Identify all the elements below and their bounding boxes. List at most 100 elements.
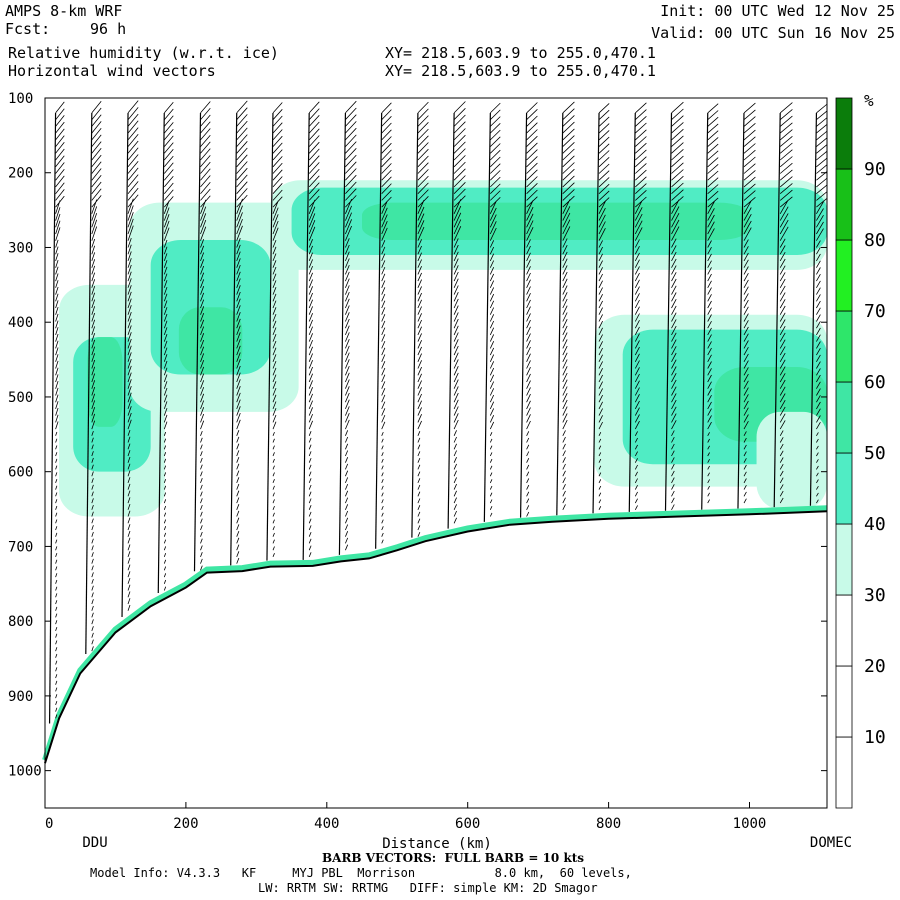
barb-feathers bbox=[562, 101, 575, 510]
rh-region-5 bbox=[178, 307, 243, 375]
barb-feathers bbox=[55, 101, 65, 719]
barb-feathers bbox=[779, 102, 793, 504]
barb-staff bbox=[411, 112, 419, 538]
barb-staff bbox=[773, 112, 781, 508]
barb-staff bbox=[737, 112, 745, 509]
x-tick-label: 1000 bbox=[733, 816, 767, 832]
colorbar-tick-label: 90 bbox=[864, 159, 886, 180]
barb-feathers bbox=[671, 101, 684, 510]
field-title-wind: Horizontal wind vectors bbox=[8, 62, 216, 80]
barb-staff bbox=[556, 112, 564, 516]
colorbar-swatch bbox=[835, 452, 853, 525]
barb-column-7 bbox=[302, 101, 320, 560]
barb-feathers bbox=[91, 100, 102, 652]
model-info: Model Info: V4.3.3 KF MYJ PBL Morrison 8… bbox=[90, 866, 632, 880]
barb-column-20 bbox=[773, 102, 793, 508]
barb-column-5 bbox=[230, 100, 248, 566]
y-tick-label: 700 bbox=[8, 539, 33, 555]
colorbar-swatch bbox=[835, 665, 853, 738]
barb-column-8 bbox=[338, 100, 357, 555]
barb-staff bbox=[85, 112, 93, 654]
colorbar-swatch bbox=[835, 381, 853, 454]
x-tick-label: 800 bbox=[596, 816, 621, 832]
left-endpoint-label: DDU bbox=[82, 835, 107, 851]
barb-staff bbox=[121, 112, 129, 618]
colorbar-swatch bbox=[835, 168, 853, 241]
barb-feathers bbox=[707, 103, 719, 504]
barb-column-9 bbox=[375, 102, 392, 549]
colorbar-tick-label: 70 bbox=[864, 301, 886, 322]
cross-section-coords-2: XY= 218.5,603.9 to 255.0,470.1 bbox=[385, 62, 656, 80]
y-tick-label: 200 bbox=[8, 166, 33, 182]
y-tick-label: 100 bbox=[8, 91, 33, 107]
barb-feathers bbox=[308, 101, 320, 558]
barb-staff bbox=[302, 112, 310, 560]
barb-feathers bbox=[236, 100, 248, 564]
valid-time: Valid: 00 UTC Sun 16 Nov 25 bbox=[651, 24, 895, 42]
colorbar-swatch bbox=[835, 594, 853, 667]
model-title: AMPS 8-km WRF bbox=[5, 2, 123, 20]
colorbar-swatch bbox=[835, 97, 853, 170]
barb-column-17 bbox=[664, 101, 684, 511]
terrain-line bbox=[44, 510, 828, 764]
barb-column-14 bbox=[556, 101, 575, 516]
barb-column-13 bbox=[519, 102, 538, 518]
plot-frame bbox=[44, 97, 828, 809]
colorbar-tick-label: 50 bbox=[864, 443, 886, 464]
y-tick-label: 400 bbox=[8, 315, 33, 331]
barb-staff bbox=[193, 112, 202, 572]
colorbar-swatch bbox=[835, 239, 853, 312]
barb-column-6 bbox=[266, 102, 283, 561]
colorbar-tick-label: 20 bbox=[864, 656, 886, 677]
barb-feathers bbox=[200, 101, 211, 571]
barb-staff bbox=[809, 112, 818, 506]
barb-feathers bbox=[453, 101, 466, 524]
colorbar-tick-label: 80 bbox=[864, 230, 886, 251]
barb-staff bbox=[375, 112, 383, 549]
x-tick-label: 400 bbox=[314, 816, 339, 832]
x-axis-label: Distance (km) bbox=[382, 836, 492, 852]
x-tick-label: 200 bbox=[173, 816, 198, 832]
barb-feathers bbox=[489, 102, 501, 517]
pressure-axis: 100 200 300 400 500 600 700 800 900 1000 bbox=[8, 91, 827, 780]
barb-column-2 bbox=[121, 100, 139, 618]
colorbar-tick-label: 10 bbox=[864, 727, 886, 748]
barb-feathers bbox=[634, 102, 647, 510]
barb-feathers bbox=[417, 101, 429, 537]
barb-column-0 bbox=[48, 101, 65, 724]
wind-barbs bbox=[48, 100, 828, 724]
surface-moist-layer bbox=[42, 505, 828, 762]
barb-column-10 bbox=[411, 101, 429, 538]
barb-column-15 bbox=[592, 103, 610, 514]
barb-column-3 bbox=[157, 101, 174, 594]
colorbar-tick-label: 30 bbox=[864, 585, 886, 606]
barb-staff bbox=[628, 112, 636, 512]
barb-staff bbox=[447, 112, 455, 529]
barb-staff bbox=[157, 112, 165, 594]
barb-feathers bbox=[381, 102, 392, 544]
barb-feathers bbox=[272, 102, 283, 558]
barb-staff bbox=[483, 112, 491, 522]
y-tick-label: 300 bbox=[8, 240, 33, 256]
colorbar: 10 20 30 40 50 60 70 80 90 bbox=[835, 97, 886, 809]
colorbar-swatch bbox=[835, 736, 853, 809]
cross-section-coords-1: XY= 218.5,603.9 to 255.0,470.1 bbox=[385, 44, 656, 62]
physics-info: LW: RRTM SW: RRTMG DIFF: simple KM: 2D S… bbox=[258, 881, 598, 895]
y-tick-label: 800 bbox=[8, 614, 33, 630]
rh-region-12 bbox=[756, 411, 827, 510]
barb-column-4 bbox=[193, 101, 211, 572]
barb-column-16 bbox=[628, 102, 647, 512]
barb-feathers bbox=[526, 102, 538, 517]
rh-region-2 bbox=[87, 337, 123, 427]
barb-column-21 bbox=[809, 103, 828, 506]
distance-axis: 0 200 400 600 800 1000 bbox=[44, 802, 767, 832]
barb-feathers bbox=[345, 100, 357, 551]
colorbar-tick-label: 60 bbox=[864, 372, 886, 393]
barb-feathers bbox=[127, 100, 139, 611]
barb-column-19 bbox=[737, 102, 756, 509]
init-time: Init: 00 UTC Wed 12 Nov 25 bbox=[660, 2, 895, 20]
y-tick-label: 600 bbox=[8, 465, 33, 481]
colorbar-tick-label: 40 bbox=[864, 514, 886, 535]
y-tick-label: 500 bbox=[8, 390, 33, 406]
colorbar-swatch bbox=[835, 310, 853, 383]
